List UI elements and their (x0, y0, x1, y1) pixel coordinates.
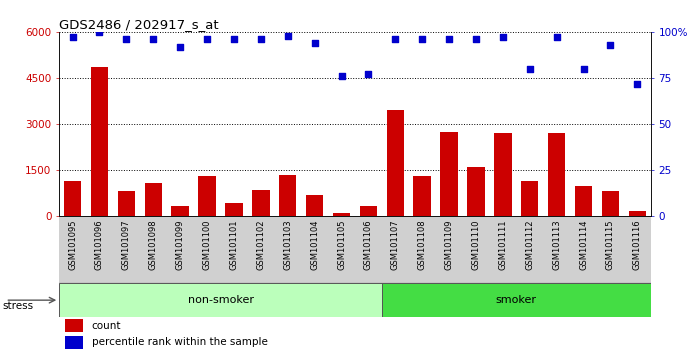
Text: GSM101099: GSM101099 (175, 220, 184, 270)
Bar (306, 195, 324, 216)
Text: GSM101105: GSM101105 (337, 220, 346, 270)
Bar (145, 183, 162, 216)
Bar (247, 216, 274, 284)
Bar (624, 216, 651, 284)
Point (309, 40, 320, 46)
Point (443, 36, 454, 42)
Text: GSM101113: GSM101113 (552, 220, 561, 270)
Bar (252, 190, 269, 216)
Point (228, 36, 239, 42)
Bar (198, 176, 216, 216)
Text: GSM101115: GSM101115 (606, 220, 615, 270)
Text: stress: stress (2, 301, 33, 311)
Bar (333, 213, 350, 216)
Bar (118, 191, 135, 216)
Bar (171, 206, 189, 216)
Text: GSM101104: GSM101104 (310, 220, 319, 270)
Text: GSM101095: GSM101095 (68, 220, 77, 270)
Bar (413, 176, 431, 216)
Bar (86, 216, 113, 284)
Bar (489, 216, 516, 284)
Bar (59, 284, 382, 317)
Text: GSM101108: GSM101108 (418, 220, 427, 270)
Bar (65, 336, 83, 349)
Point (498, 35, 509, 40)
Point (175, 44, 186, 50)
Text: GSM101103: GSM101103 (283, 220, 292, 270)
Text: GSM101107: GSM101107 (390, 220, 400, 270)
Point (605, 42, 616, 47)
Text: GSM101112: GSM101112 (525, 220, 535, 270)
Bar (441, 132, 458, 216)
Bar (463, 216, 489, 284)
Bar (90, 67, 109, 216)
Point (470, 36, 482, 42)
Text: GSM101098: GSM101098 (149, 220, 158, 270)
Text: GDS2486 / 202917_s_at: GDS2486 / 202917_s_at (59, 18, 219, 31)
Point (417, 36, 428, 42)
Text: GSM101111: GSM101111 (498, 220, 507, 270)
Text: smoker: smoker (496, 295, 537, 305)
Bar (494, 133, 512, 216)
Text: GSM101096: GSM101096 (95, 220, 104, 270)
Point (578, 66, 589, 72)
Text: GSM101100: GSM101100 (203, 220, 212, 270)
Point (390, 36, 401, 42)
Bar (628, 211, 646, 216)
Text: GSM101114: GSM101114 (579, 220, 588, 270)
Bar (301, 216, 328, 284)
Bar (360, 206, 377, 216)
Text: count: count (92, 321, 121, 331)
Bar (221, 216, 247, 284)
Bar (355, 216, 382, 284)
Point (524, 66, 535, 72)
Bar (516, 216, 543, 284)
Bar (65, 319, 83, 332)
Point (336, 73, 347, 79)
Text: GSM101102: GSM101102 (256, 220, 265, 270)
Text: GSM101110: GSM101110 (471, 220, 480, 270)
Point (67, 35, 78, 40)
Bar (167, 216, 193, 284)
Bar (597, 216, 624, 284)
Point (551, 35, 562, 40)
Bar (570, 216, 597, 284)
Bar (548, 133, 565, 216)
Text: GSM101106: GSM101106 (364, 220, 373, 270)
Bar (140, 216, 167, 284)
Point (121, 36, 132, 42)
Point (148, 36, 159, 42)
Bar (382, 216, 409, 284)
Text: GSM101101: GSM101101 (230, 220, 239, 270)
Bar (601, 191, 619, 216)
Text: GSM101116: GSM101116 (633, 220, 642, 270)
Bar (59, 216, 86, 284)
Point (255, 36, 267, 42)
Bar (226, 203, 243, 216)
Bar (279, 175, 296, 216)
Bar (328, 216, 355, 284)
Point (632, 81, 643, 86)
Bar (193, 216, 221, 284)
Bar (543, 216, 570, 284)
Bar (382, 284, 651, 317)
Bar (409, 216, 436, 284)
Bar (64, 181, 81, 216)
Text: percentile rank within the sample: percentile rank within the sample (92, 337, 267, 347)
Bar (436, 216, 463, 284)
Point (282, 33, 293, 38)
Bar (386, 110, 404, 216)
Bar (467, 167, 484, 216)
Bar (113, 216, 140, 284)
Bar (521, 181, 539, 216)
Bar (575, 185, 592, 216)
Point (363, 72, 374, 77)
Bar (274, 216, 301, 284)
Text: non-smoker: non-smoker (187, 295, 253, 305)
Text: GSM101109: GSM101109 (445, 220, 454, 270)
Point (202, 36, 213, 42)
Text: GSM101097: GSM101097 (122, 220, 131, 270)
Point (94, 29, 105, 35)
